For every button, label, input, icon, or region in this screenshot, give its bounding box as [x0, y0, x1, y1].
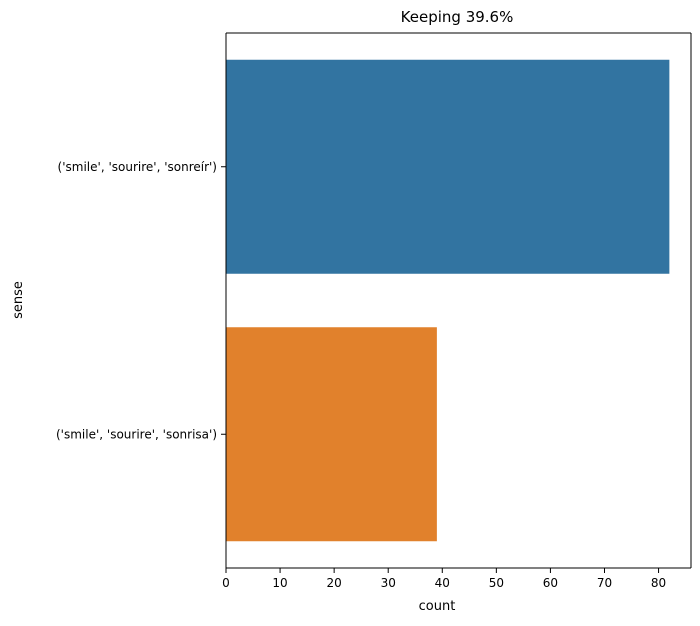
- x-tick-label: 40: [435, 576, 450, 590]
- bar: [226, 59, 670, 274]
- x-tick-label: 10: [272, 576, 287, 590]
- y-tick-label: ('smile', 'sourire', 'sonreír'): [58, 160, 217, 174]
- y-axis-label: sense: [11, 281, 26, 319]
- x-tick-label: 80: [651, 576, 666, 590]
- x-tick-label: 0: [222, 576, 230, 590]
- x-tick-label: 70: [597, 576, 612, 590]
- y-tick-label: ('smile', 'sourire', 'sonrisa'): [56, 427, 217, 441]
- x-axis-label: count: [419, 599, 456, 614]
- x-tick-label: 50: [489, 576, 504, 590]
- plot-area: ('smile', 'sourire', 'sonreír') ('smile',…: [56, 32, 692, 590]
- bar: [226, 327, 437, 542]
- x-tick-label: 60: [543, 576, 558, 590]
- x-tick-label: 20: [326, 576, 341, 590]
- chart-title: Keeping 39.6%: [401, 8, 514, 26]
- x-tick-label: 30: [381, 576, 396, 590]
